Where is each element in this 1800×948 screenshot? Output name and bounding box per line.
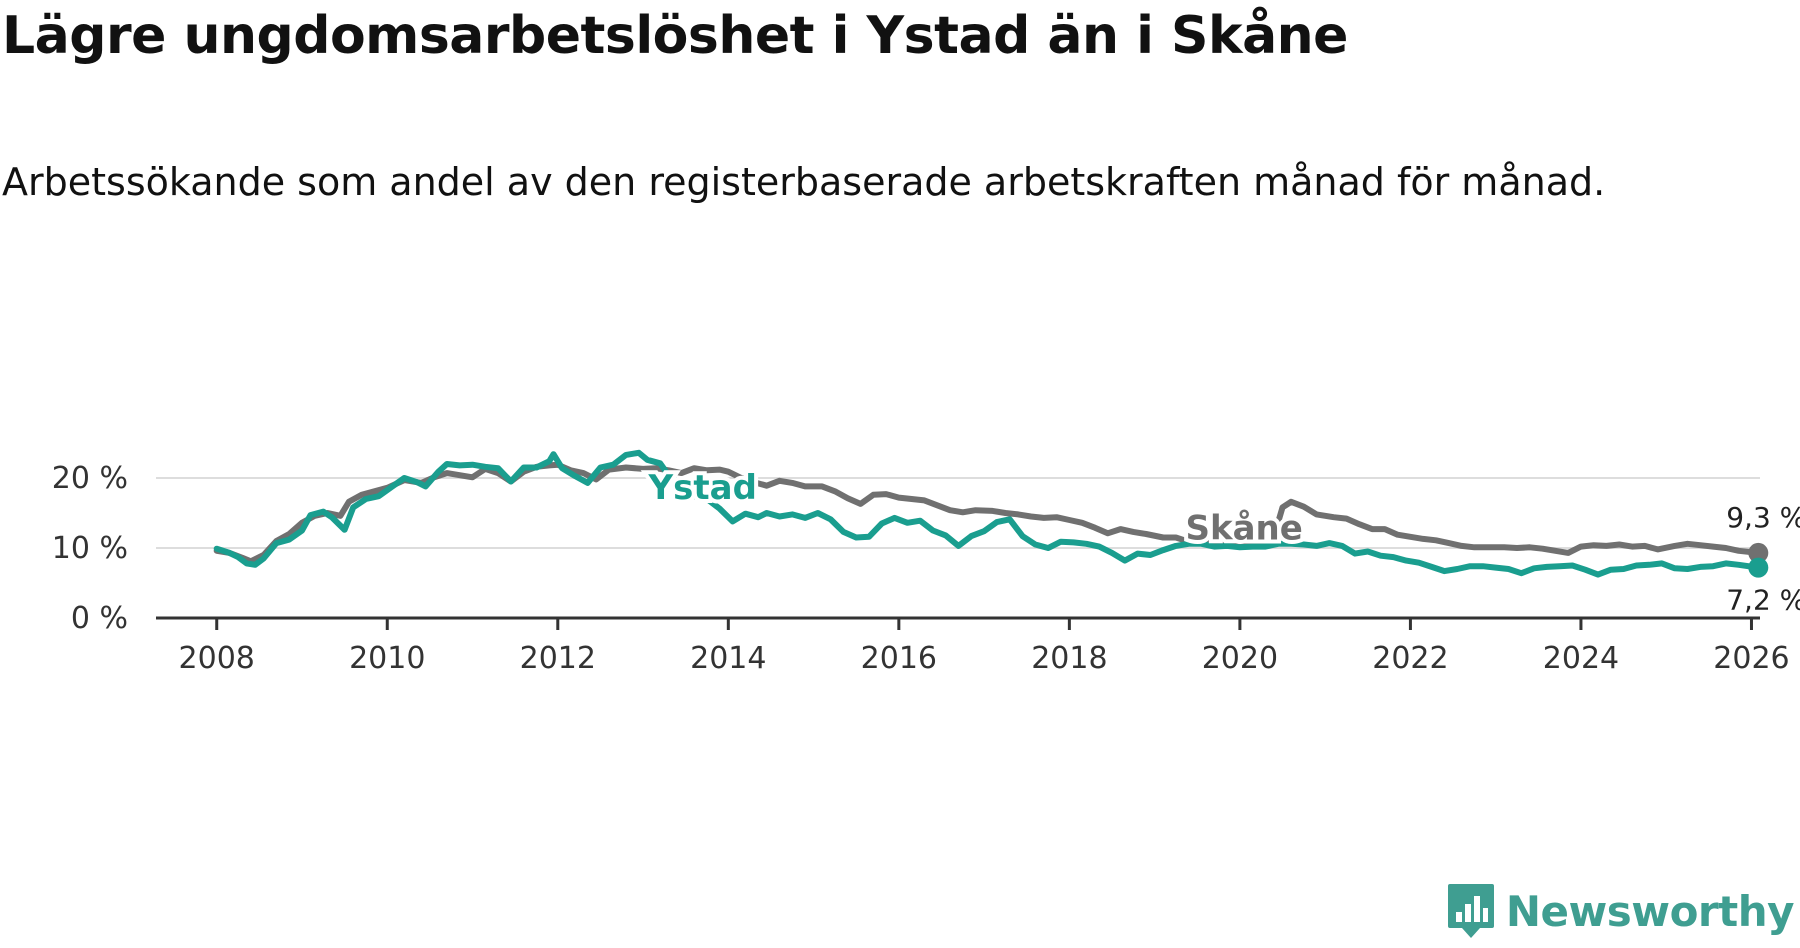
x-tick-label: 2020 <box>1202 641 1278 676</box>
series-line-skne <box>213 461 1762 565</box>
y-tick-label: 20 % <box>52 461 128 496</box>
chart-title: Lägre ungdomsarbetslöshet i Ystad än i S… <box>2 6 1348 66</box>
axes: 0 % 10 % 20 % 2008 2010 2012 2014 2016 2018 2020 2… <box>52 461 1790 676</box>
chart-subtitle: Arbetssökande som andel av den registerb… <box>2 160 1606 204</box>
x-tick-label: 2016 <box>861 641 937 676</box>
x-tick-label: 2026 <box>1713 641 1789 676</box>
series-end-point <box>1748 557 1769 578</box>
newsworthy-logo-icon <box>1447 884 1494 938</box>
end-value-label: 7,2 % <box>1726 584 1800 617</box>
y-tick-label: 0 % <box>71 601 128 636</box>
series-end-point <box>1748 542 1769 563</box>
x-tick-label: 2008 <box>179 641 255 676</box>
x-tick-label: 2014 <box>690 641 766 676</box>
end-value-label: 9,3 % <box>1726 501 1800 534</box>
y-tick-label: 10 % <box>52 531 128 566</box>
series-lines <box>213 449 1769 578</box>
x-tick-label: 2018 <box>1031 641 1107 676</box>
newsworthy-logo[interactable]: Newsworthy <box>1446 882 1795 940</box>
series-label: Skåne <box>1186 509 1303 549</box>
x-tick-label: 2022 <box>1372 641 1448 676</box>
x-tick-label: 2024 <box>1543 641 1619 676</box>
series-line-ystad <box>213 449 1762 578</box>
x-tick-label: 2010 <box>349 641 425 676</box>
line-chart: 0 % 10 % 20 % 2008 2010 2012 2014 2016 2018 2020 2… <box>52 449 1800 676</box>
x-tick-label: 2012 <box>520 641 596 676</box>
annotations: Ystad Skåne 9,3 % 7,2 % <box>644 464 1800 617</box>
series-label: Ystad <box>648 468 757 508</box>
brand-name: Newsworthy <box>1505 886 1795 936</box>
